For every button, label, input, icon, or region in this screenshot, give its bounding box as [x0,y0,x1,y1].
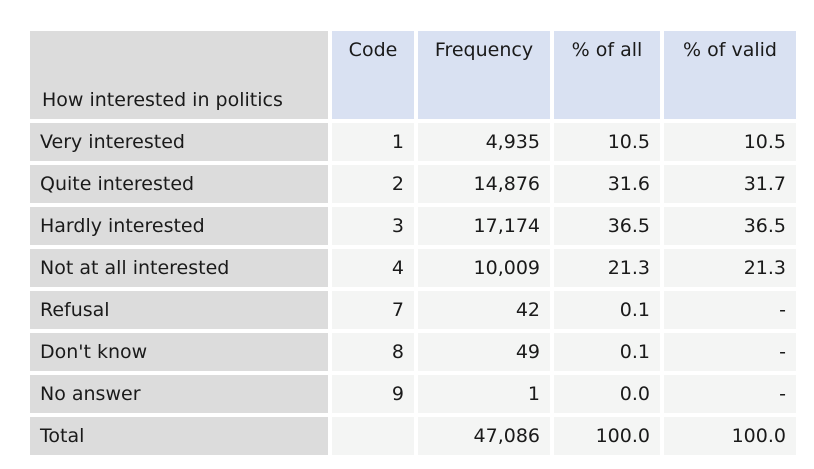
column-header-code: Code [332,31,414,119]
cell-pct-all: 100.0 [554,417,660,455]
row-label: No answer [30,375,328,413]
table-body: Very interested 1 4,935 10.5 10.5 Quite … [30,123,796,455]
cell-pct-valid: - [664,291,796,329]
row-header-title: How interested in politics [30,31,328,119]
cell-pct-valid: 10.5 [664,123,796,161]
table-row: Hardly interested 3 17,174 36.5 36.5 [30,207,796,245]
table-row: No answer 9 1 0.0 - [30,375,796,413]
cell-frequency: 17,174 [418,207,550,245]
table-row: Refusal 7 42 0.1 - [30,291,796,329]
cell-frequency: 47,086 [418,417,550,455]
cell-pct-valid: - [664,333,796,371]
table-row: Not at all interested 4 10,009 21.3 21.3 [30,249,796,287]
cell-code: 2 [332,165,414,203]
cell-code: 7 [332,291,414,329]
table-row: Quite interested 2 14,876 31.6 31.7 [30,165,796,203]
cell-frequency: 10,009 [418,249,550,287]
table-row: Very interested 1 4,935 10.5 10.5 [30,123,796,161]
cell-code: 8 [332,333,414,371]
cell-code: 1 [332,123,414,161]
cell-pct-all: 0.1 [554,291,660,329]
cell-pct-all: 36.5 [554,207,660,245]
cell-frequency: 14,876 [418,165,550,203]
column-header-pct-all: % of all [554,31,660,119]
cell-code: 4 [332,249,414,287]
row-label: Total [30,417,328,455]
cell-pct-all: 0.1 [554,333,660,371]
row-label: Not at all interested [30,249,328,287]
table-row: Don't know 8 49 0.1 - [30,333,796,371]
row-label: Refusal [30,291,328,329]
cell-pct-all: 0.0 [554,375,660,413]
table-row-total: Total 47,086 100.0 100.0 [30,417,796,455]
column-header-pct-valid: % of valid [664,31,796,119]
row-label: Very interested [30,123,328,161]
cell-pct-all: 31.6 [554,165,660,203]
cell-code: 9 [332,375,414,413]
frequency-table: How interested in politics Code Frequenc… [26,27,800,459]
cell-pct-all: 10.5 [554,123,660,161]
row-label: Hardly interested [30,207,328,245]
row-label: Don't know [30,333,328,371]
cell-frequency: 42 [418,291,550,329]
cell-frequency: 49 [418,333,550,371]
cell-pct-valid: 36.5 [664,207,796,245]
cell-code [332,417,414,455]
cell-pct-all: 21.3 [554,249,660,287]
cell-pct-valid: 31.7 [664,165,796,203]
cell-frequency: 1 [418,375,550,413]
table-header-row: How interested in politics Code Frequenc… [30,31,796,119]
cell-pct-valid: 21.3 [664,249,796,287]
cell-code: 3 [332,207,414,245]
row-label: Quite interested [30,165,328,203]
column-header-frequency: Frequency [418,31,550,119]
cell-pct-valid: 100.0 [664,417,796,455]
frequency-table-container: How interested in politics Code Frequenc… [30,31,796,455]
cell-pct-valid: - [664,375,796,413]
cell-frequency: 4,935 [418,123,550,161]
